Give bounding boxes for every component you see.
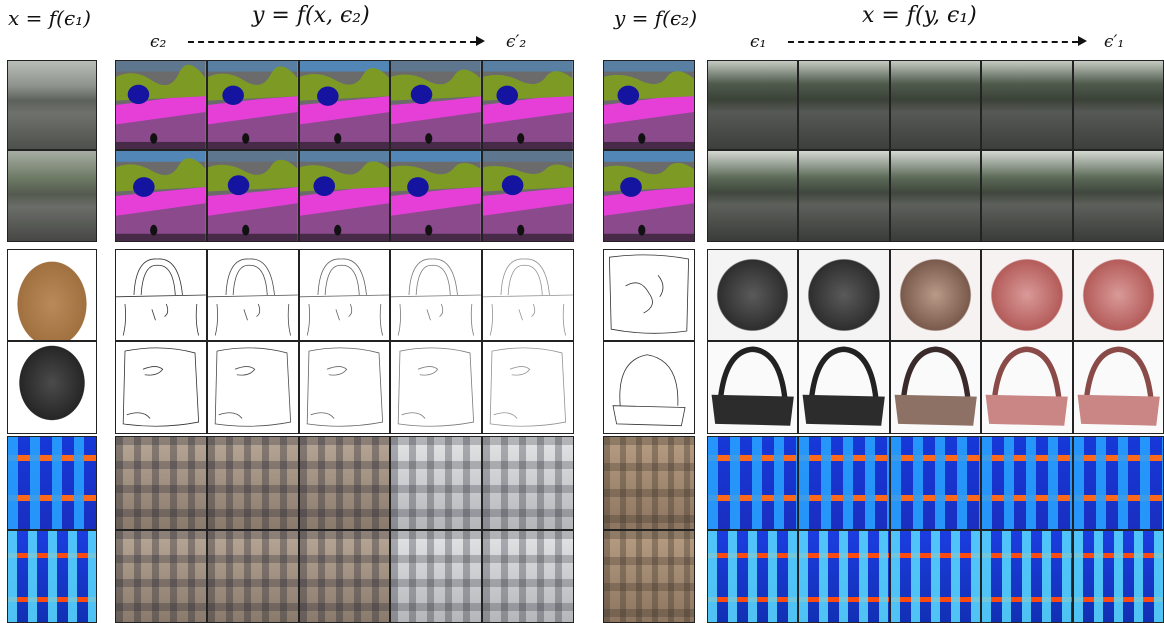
left-epsilon-end: ϵ′₂ xyxy=(506,32,527,52)
right-generated-facade-1-3 xyxy=(889,436,982,530)
right-generated-bag-2-5 xyxy=(1072,341,1164,434)
right-generated-bag-1-3 xyxy=(889,249,982,341)
left-generated-street-2-2 xyxy=(206,150,299,242)
right-arrowhead-icon xyxy=(1078,36,1087,46)
right-generated-street-2-4 xyxy=(981,150,1073,242)
left-generated-facade-1-4 xyxy=(390,436,483,530)
right-epsilon-start: ϵ₁ xyxy=(750,32,767,52)
right-generated-street-2-1 xyxy=(707,150,799,242)
right-generated-facade-1-5 xyxy=(1072,436,1164,530)
left-input-labelmap-facade-2 xyxy=(7,530,97,623)
left-generated-street-1-4 xyxy=(390,60,483,150)
left-generated-facade-2-4 xyxy=(390,530,483,623)
left-generated-facade-1-3 xyxy=(298,436,391,530)
left-input-photo-street-2 xyxy=(7,150,97,242)
left-generated-facade-1-2 xyxy=(206,436,299,530)
left-generated-bag-2-3 xyxy=(298,341,391,434)
left-arrowhead-icon xyxy=(476,36,485,46)
right-generated-bag-1-4 xyxy=(981,249,1073,341)
right-output-label: x = f(y, ϵ₁) xyxy=(862,3,977,28)
left-generated-facade-2-1 xyxy=(115,530,207,623)
right-generated-bag-2-3 xyxy=(889,341,982,434)
right-generated-facade-2-4 xyxy=(981,530,1073,623)
left-input-label: x = f(ϵ₁) xyxy=(8,6,91,30)
left-epsilon-start: ϵ₂ xyxy=(150,32,167,52)
right-epsilon-end: ϵ′₁ xyxy=(1104,32,1125,52)
left-generated-street-1-5 xyxy=(482,60,574,150)
right-input-segmentation-street-2 xyxy=(603,150,695,242)
left-generated-street-2-4 xyxy=(390,150,483,242)
left-generated-street-2-3 xyxy=(298,150,391,242)
left-generated-street-1-1 xyxy=(115,60,207,150)
right-generated-bag-2-2 xyxy=(798,341,890,434)
left-input-photo-street-1 xyxy=(7,60,97,150)
left-generated-facade-1-5 xyxy=(482,436,574,530)
left-generated-street-2-1 xyxy=(115,150,207,242)
right-generated-facade-2-1 xyxy=(707,530,799,623)
right-generated-facade-1-4 xyxy=(981,436,1073,530)
right-generated-facade-2-3 xyxy=(889,530,982,623)
left-output-label: y = f(x, ϵ₂) xyxy=(252,3,370,28)
right-generated-street-1-1 xyxy=(707,60,799,150)
right-generated-street-2-5 xyxy=(1072,150,1164,242)
right-generated-facade-1-1 xyxy=(707,436,799,530)
left-input-labelmap-facade-1 xyxy=(7,436,97,530)
left-generated-facade-2-2 xyxy=(206,530,299,623)
right-generated-bag-1-1 xyxy=(707,249,799,341)
right-dashed-arrow xyxy=(788,41,1078,43)
left-generated-facade-2-5 xyxy=(482,530,574,623)
left-generated-bag-2-4 xyxy=(390,341,483,434)
right-input-edges-bag-2 xyxy=(603,341,695,434)
right-input-photo-facade-2 xyxy=(603,530,695,623)
left-generated-bag-1-4 xyxy=(390,249,483,341)
left-generated-bag-2-2 xyxy=(206,341,299,434)
left-generated-facade-1-1 xyxy=(115,436,207,530)
left-generated-bag-1-5 xyxy=(482,249,574,341)
right-generated-street-1-4 xyxy=(981,60,1073,150)
right-input-photo-facade-1 xyxy=(603,436,695,530)
right-generated-bag-1-2 xyxy=(798,249,890,341)
left-input-photo-bag-1 xyxy=(7,249,97,341)
right-generated-street-1-5 xyxy=(1072,60,1164,150)
right-generated-street-1-2 xyxy=(798,60,890,150)
left-generated-bag-2-1 xyxy=(115,341,207,434)
left-generated-street-1-3 xyxy=(298,60,391,150)
left-generated-facade-2-3 xyxy=(298,530,391,623)
left-generated-bag-1-2 xyxy=(206,249,299,341)
right-input-label: y = f(ϵ₂) xyxy=(614,6,697,30)
left-dashed-arrow xyxy=(188,41,476,43)
left-generated-bag-1-1 xyxy=(115,249,207,341)
right-generated-facade-2-2 xyxy=(798,530,890,623)
right-generated-facade-1-2 xyxy=(798,436,890,530)
right-input-edges-bag-1 xyxy=(603,249,695,341)
left-generated-bag-2-5 xyxy=(482,341,574,434)
right-generated-street-2-2 xyxy=(798,150,890,242)
right-generated-bag-2-4 xyxy=(981,341,1073,434)
right-generated-street-1-3 xyxy=(889,60,982,150)
right-generated-bag-1-5 xyxy=(1072,249,1164,341)
right-generated-facade-2-5 xyxy=(1072,530,1164,623)
right-input-segmentation-street-1 xyxy=(603,60,695,150)
left-input-photo-bag-2 xyxy=(7,341,97,434)
right-generated-street-2-3 xyxy=(889,150,982,242)
left-generated-street-1-2 xyxy=(206,60,299,150)
right-generated-bag-2-1 xyxy=(707,341,799,434)
left-generated-street-2-5 xyxy=(482,150,574,242)
left-generated-bag-1-3 xyxy=(298,249,391,341)
